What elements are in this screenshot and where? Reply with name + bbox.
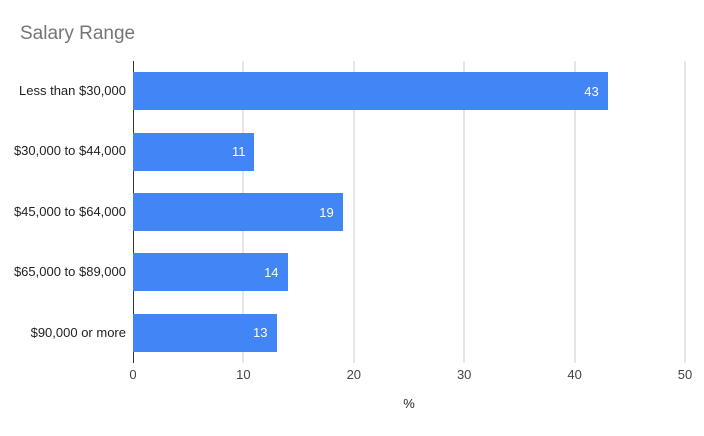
category-label: $45,000 to $64,000 <box>13 203 126 219</box>
x-axis-title: % <box>403 396 415 411</box>
x-tick-label: 40 <box>567 367 582 382</box>
x-tick-label: 50 <box>677 367 693 382</box>
bar-value-label: 19 <box>319 204 334 220</box>
bar-0: 43 <box>133 72 608 111</box>
gridline <box>684 61 686 363</box>
category-axis-labels: Less than $30,000 $30,000 to $44,000 $45,0… <box>0 61 126 363</box>
category-label: $65,000 to $89,000 <box>13 264 126 280</box>
x-tick-label: 30 <box>456 367 472 382</box>
gridline <box>463 61 465 363</box>
chart-title: Salary Range <box>20 23 136 44</box>
category-label: Less than $30,000 <box>19 83 126 98</box>
x-axis-tick-labels: 0 10 20 30 40 50 <box>129 367 692 383</box>
category-label: $30,000 to $44,000 <box>13 143 126 159</box>
x-tick-label: 10 <box>236 367 251 382</box>
gridline <box>353 61 355 363</box>
gridline <box>574 61 576 363</box>
x-tick-label: 0 <box>129 367 137 382</box>
bar-2: 19 <box>133 193 343 231</box>
bar-4: 13 <box>133 313 277 352</box>
category-label: $90,000 or more <box>30 324 126 340</box>
plot-area: 43 11 19 14 13 <box>133 61 686 363</box>
bar-value-label: 43 <box>584 83 599 99</box>
bar-1: 11 <box>133 132 255 171</box>
bar-3: 14 <box>133 253 288 292</box>
bar-value-label: 13 <box>253 325 268 341</box>
bar-value-label: 11 <box>231 144 246 160</box>
x-tick-label: 20 <box>346 367 362 382</box>
bar-value-label: 14 <box>264 264 279 280</box>
